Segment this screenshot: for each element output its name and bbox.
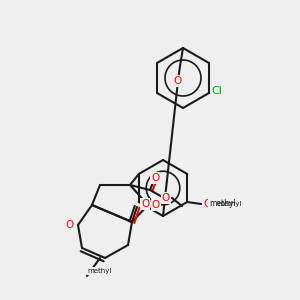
Text: O: O bbox=[151, 173, 159, 183]
Text: O: O bbox=[162, 193, 170, 203]
Text: methyl: methyl bbox=[88, 268, 112, 274]
Text: O: O bbox=[141, 199, 149, 209]
Text: O: O bbox=[66, 220, 74, 230]
Text: O: O bbox=[174, 76, 182, 86]
Text: methyl: methyl bbox=[209, 199, 236, 208]
Text: Cl: Cl bbox=[212, 86, 222, 96]
Text: O: O bbox=[203, 199, 212, 209]
Text: O: O bbox=[152, 200, 160, 210]
Text: methyl: methyl bbox=[217, 201, 242, 207]
